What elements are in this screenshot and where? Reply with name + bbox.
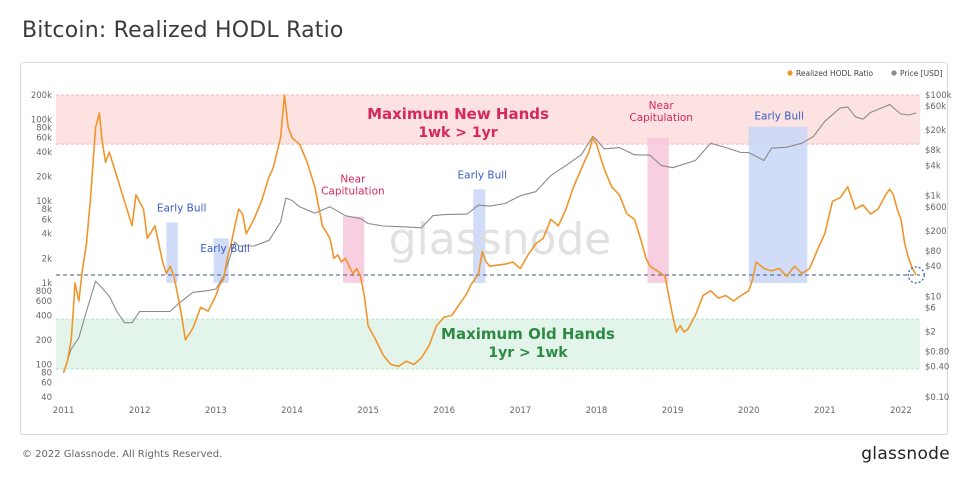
y-right-tick-label: $20k — [925, 126, 946, 136]
zone-old-hands-title: Maximum Old Hands — [441, 325, 615, 343]
y-right-tick-label: $8k — [925, 146, 941, 156]
band-early_bull-3 — [473, 189, 486, 283]
y-left-tick-label: 60k — [36, 134, 52, 144]
y-right-tick-label: $200 — [925, 227, 947, 237]
x-tick-label: 2015 — [357, 406, 379, 416]
watermark: glassnode — [389, 214, 612, 265]
price-line — [63, 103, 917, 374]
band-label-capitulation: Capitulation — [629, 112, 693, 124]
x-tick-label: 2019 — [662, 406, 684, 416]
y-left-tick-label: 200k — [31, 91, 52, 101]
x-tick-label: 2020 — [738, 406, 760, 416]
band-early_bull-0 — [166, 222, 178, 283]
y-left-tick-label: 40k — [36, 148, 52, 158]
y-left-tick-label: 4k — [42, 230, 52, 240]
x-tick-label: 2013 — [205, 406, 227, 416]
y-left-tick-label: 60 — [41, 379, 52, 389]
band-near_cap-4 — [647, 137, 669, 283]
y-left-tick-label: 1k — [42, 279, 52, 289]
x-tick-label: 2011 — [53, 406, 75, 416]
y-right-tick-label: $1k — [925, 192, 941, 202]
y-right-tick-label: $4k — [925, 161, 941, 171]
legend-label: Price [USD] — [900, 69, 943, 78]
band-label-early-bull: Early Bull — [157, 202, 207, 214]
x-tick-label: 2022 — [890, 406, 912, 416]
x-tick-label: 2017 — [510, 406, 532, 416]
y-right-tick-label: $600 — [925, 203, 947, 213]
y-left-tick-label: 20k — [36, 173, 52, 183]
zone-new-hands-title: Maximum New Hands — [367, 105, 549, 123]
brand-logo: glassnode — [861, 444, 950, 464]
legend-label: Realized HODL Ratio — [796, 69, 873, 78]
y-right-tick-label: $80 — [925, 247, 941, 257]
x-tick-label: 2016 — [433, 406, 455, 416]
band-label-early-bull: Early Bull — [754, 111, 804, 123]
x-tick-label: 2014 — [281, 406, 303, 416]
x-tick-label: 2018 — [586, 406, 608, 416]
y-right-tick-label: $60k — [925, 102, 946, 112]
y-left-tick-label: 6k — [42, 215, 52, 225]
band-label-near: Near — [649, 100, 675, 112]
zone-new-hands-subtitle: 1wk > 1yr — [418, 125, 497, 141]
y-left-tick-label: 40 — [41, 393, 52, 403]
y-left-tick-label: 8k — [42, 205, 52, 215]
page-title: Bitcoin: Realized HODL Ratio — [22, 18, 344, 43]
y-right-tick-label: $100k — [925, 91, 952, 101]
zone-old-hands-subtitle: 1yr > 1wk — [488, 345, 568, 361]
y-right-tick-label: $0.40 — [925, 363, 949, 373]
legend-marker — [891, 70, 897, 76]
zone-old-hands — [56, 319, 920, 370]
y-right-tick-label: $10 — [925, 292, 941, 302]
hodl-ratio-line — [62, 94, 917, 373]
y-right-tick-label: $0.80 — [925, 348, 949, 358]
y-left-tick-label: 2k — [42, 254, 52, 264]
y-left-tick-label: 400 — [36, 311, 52, 321]
current-value-marker — [907, 266, 925, 284]
y-left-tick-label: 200 — [36, 336, 52, 346]
band-label-early-bull: Early Bull — [200, 243, 250, 255]
y-right-tick-label: $6 — [925, 303, 936, 313]
band-label-near: Near — [340, 173, 366, 185]
y-right-tick-label: $40 — [925, 262, 941, 272]
band-label-early-bull: Early Bull — [458, 169, 508, 181]
x-tick-label: 2012 — [129, 406, 151, 416]
legend-marker — [787, 70, 793, 76]
copyright-text: © 2022 Glassnode. All Rights Reserved. — [22, 449, 223, 460]
band-early_bull-5 — [748, 126, 808, 283]
y-left-tick-label: 10k — [36, 197, 52, 207]
y-left-tick-label: 100 — [36, 361, 52, 371]
y-right-tick-label: $2 — [925, 328, 936, 338]
y-right-tick-label: $0.10 — [925, 393, 949, 403]
y-left-tick-label: 80k — [36, 123, 52, 133]
band-label-capitulation: Capitulation — [321, 185, 385, 197]
y-left-tick-label: 100k — [31, 116, 52, 126]
y-left-tick-label: 800 — [36, 287, 52, 297]
y-left-tick-label: 600 — [36, 297, 52, 307]
y-left-tick-label: 80 — [41, 368, 52, 378]
x-tick-label: 2021 — [814, 406, 836, 416]
